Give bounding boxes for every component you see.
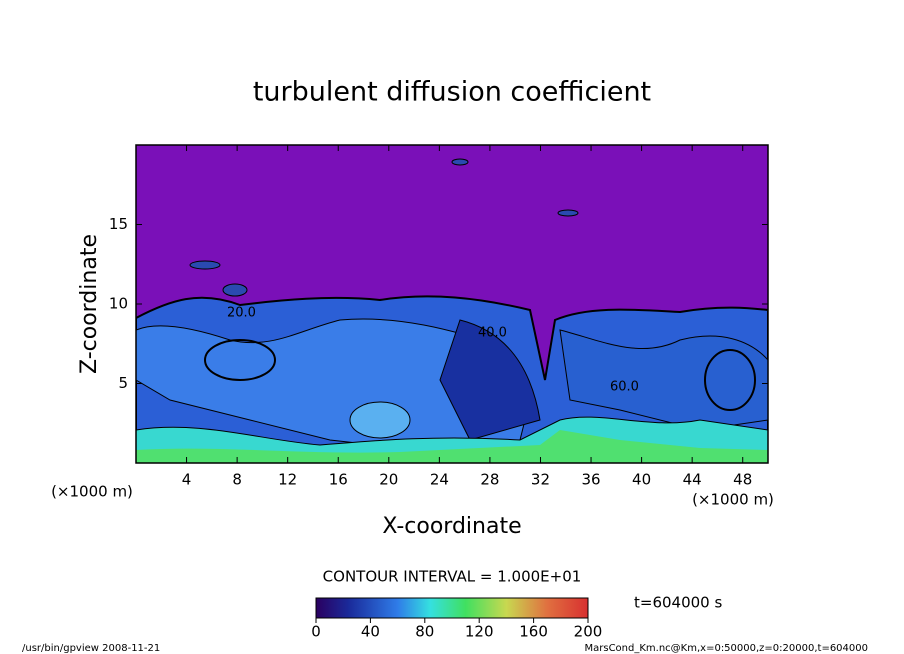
x-tick-label: 20: [379, 471, 398, 489]
chart-title: turbulent diffusion coefficient: [253, 77, 651, 108]
x-tick-label: 40: [632, 471, 651, 489]
colorbar-tick-label: 80: [415, 623, 434, 641]
contour-label: 40.0: [478, 326, 507, 341]
colorbar-tick-label: 120: [465, 623, 494, 641]
contour-label: 20.0: [227, 306, 256, 321]
x-tick-label: 24: [430, 471, 449, 489]
footer-right: MarsCond_Km.nc@Km,x=0:50000,z=0:20000,t=…: [585, 643, 869, 654]
time-label: t=604000 s: [634, 594, 722, 612]
x-tick-label: 12: [278, 471, 297, 489]
y-tick-label: 15: [109, 215, 128, 233]
x-axis-label: X-coordinate: [382, 514, 521, 539]
y-axis-label: Z-coordinate: [77, 234, 102, 374]
footer-left: /usr/bin/gpview 2008-11-21: [22, 643, 160, 654]
x-tick-label: 36: [581, 471, 600, 489]
colorbar-tick-label: 200: [574, 623, 603, 641]
x-unit: (×1000 m): [692, 491, 774, 509]
contour-label: 60.0: [610, 380, 639, 395]
x-tick-label: 32: [531, 471, 550, 489]
colorbar: [315, 597, 589, 619]
x-tick-label: 16: [329, 471, 348, 489]
colorbar-tick-label: 160: [519, 623, 548, 641]
contour-field: [136, 145, 768, 463]
y-tick-label: 10: [109, 295, 128, 313]
x-tick-label: 28: [480, 471, 499, 489]
contour-interval: CONTOUR INTERVAL = 1.000E+01: [323, 568, 582, 586]
y-tick-label: 5: [118, 374, 128, 392]
y-unit: (×1000 m): [51, 483, 133, 501]
x-tick-label: 4: [182, 471, 192, 489]
x-tick-label: 8: [232, 471, 242, 489]
x-tick-label: 44: [683, 471, 702, 489]
colorbar-tick-label: 40: [361, 623, 380, 641]
x-tick-label: 48: [733, 471, 752, 489]
colorbar-tick-label: 0: [311, 623, 321, 641]
